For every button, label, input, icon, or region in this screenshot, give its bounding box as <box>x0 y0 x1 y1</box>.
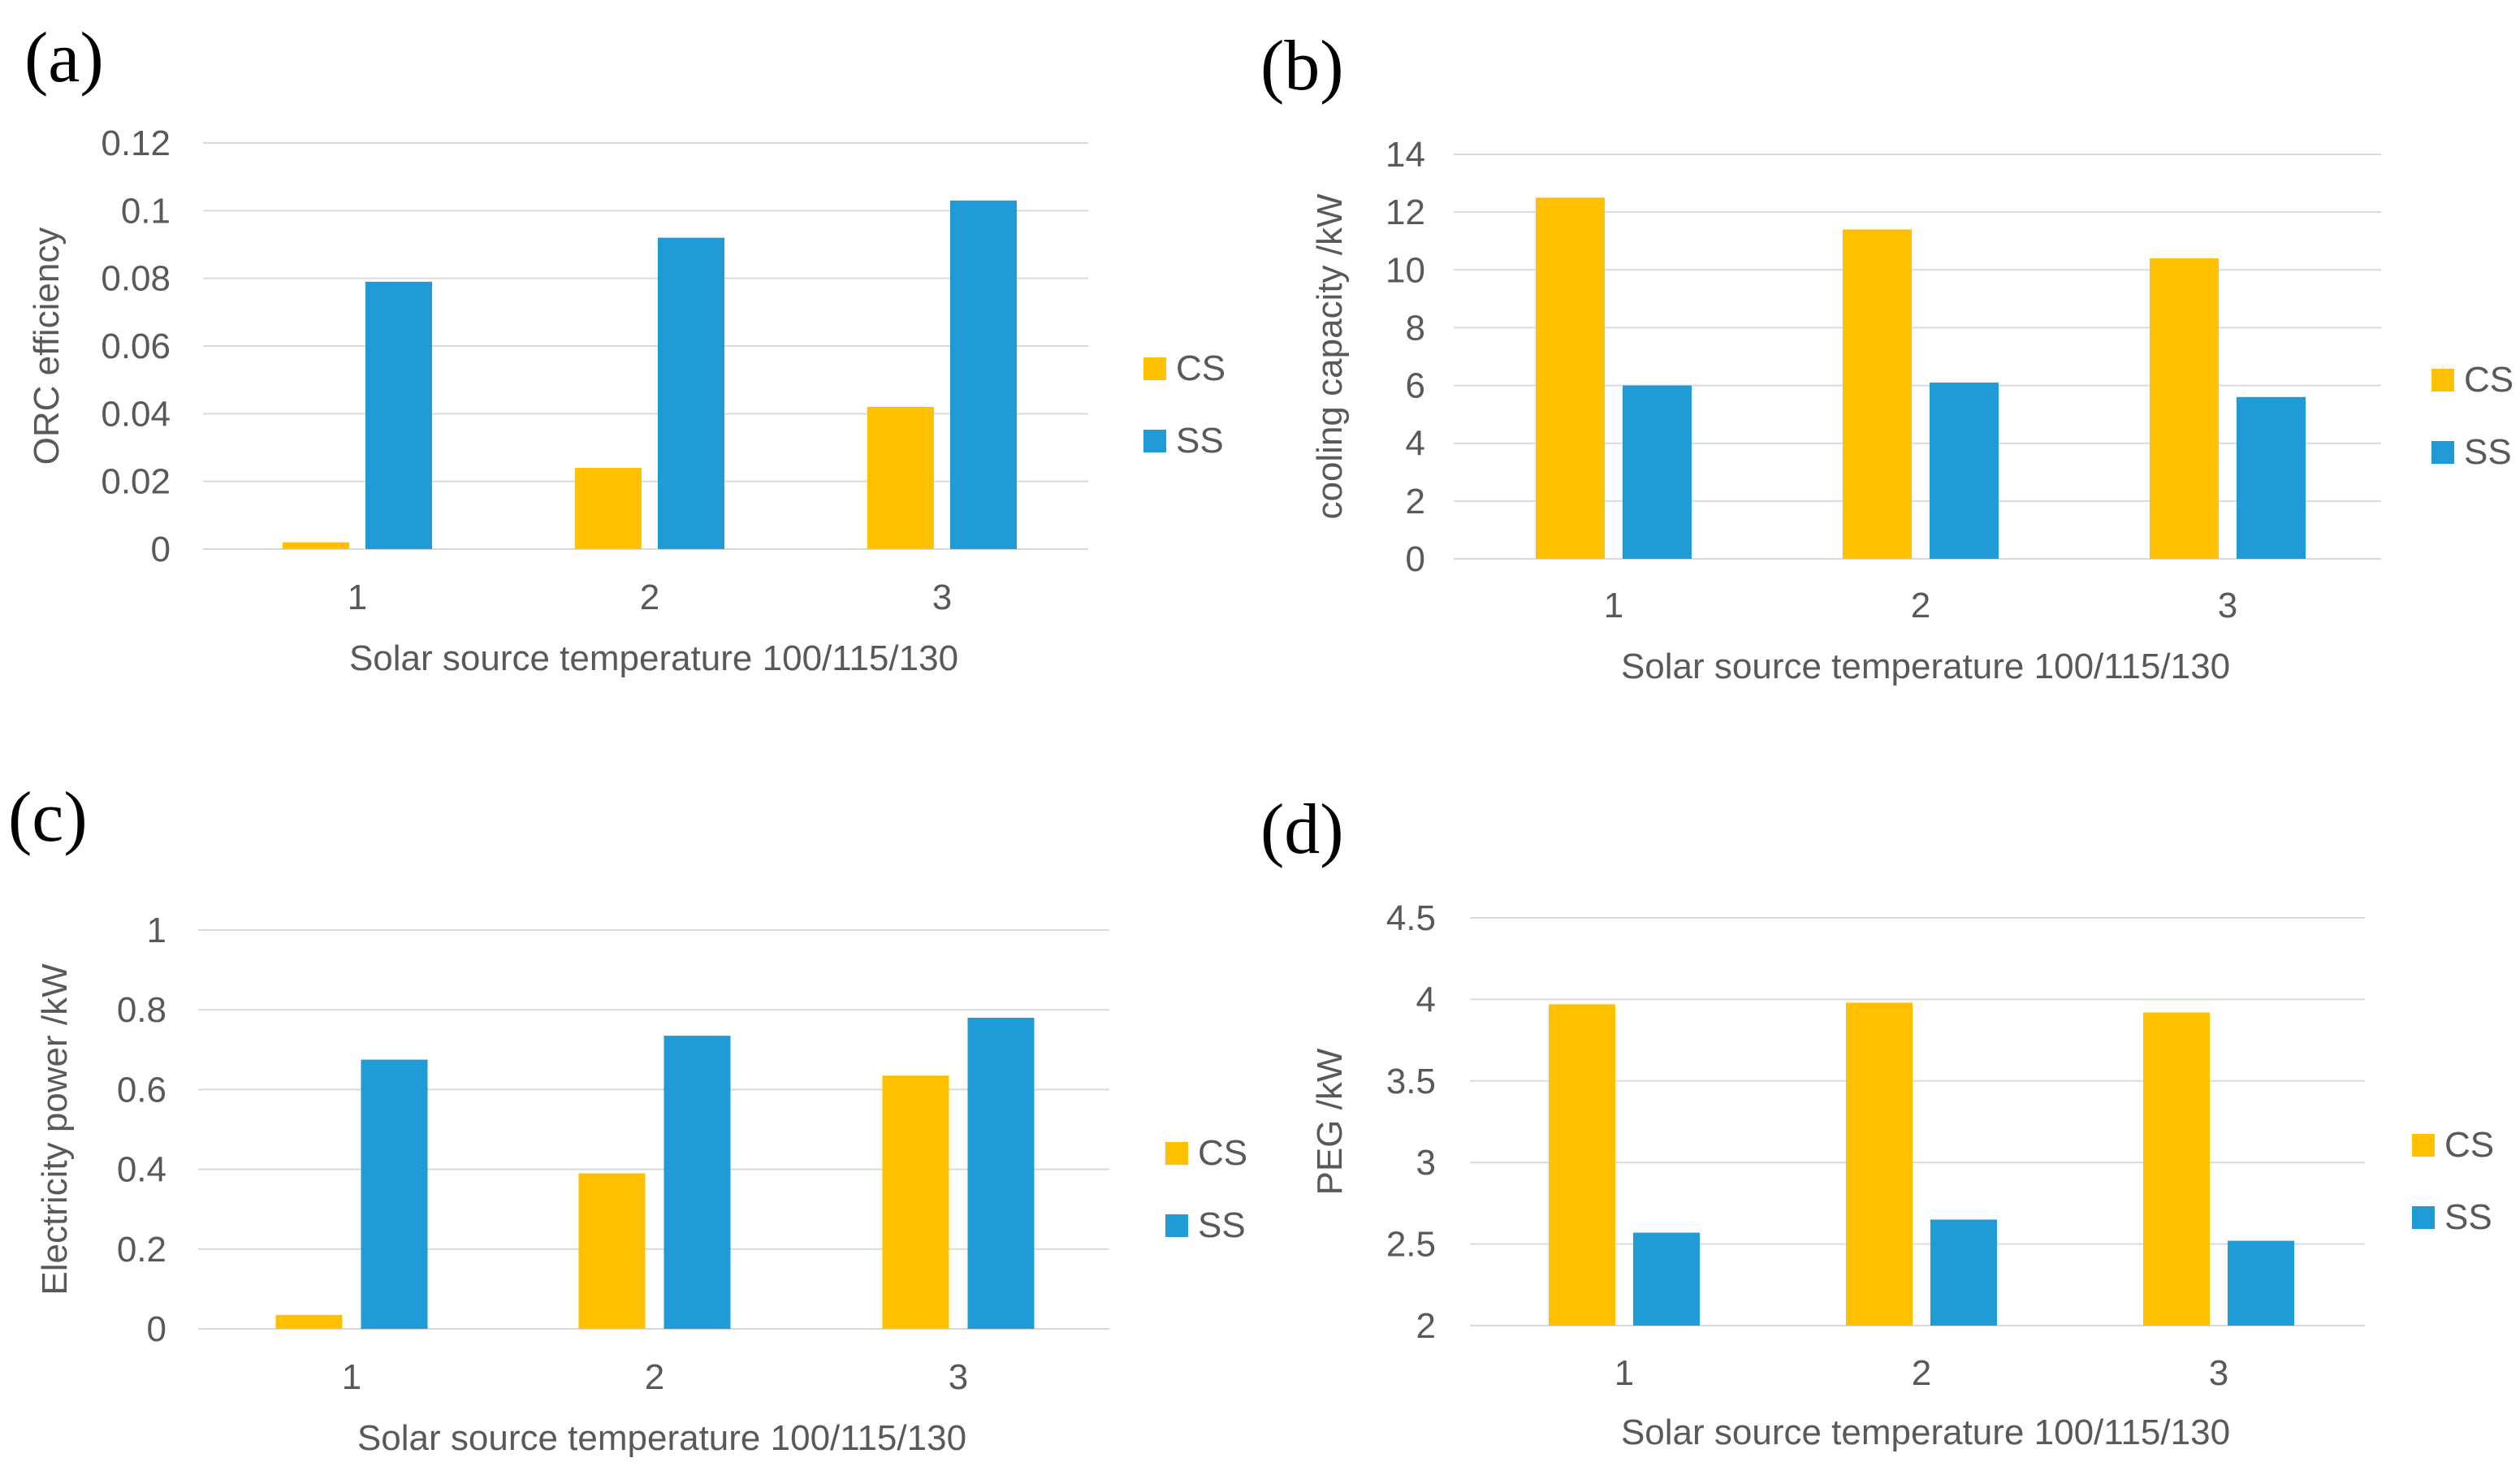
bar-cs-1 <box>1536 197 1605 559</box>
bar-ss-2 <box>663 1036 731 1329</box>
legend-swatch-cs <box>2431 369 2454 392</box>
x-tick-label: 2 <box>1911 586 1930 625</box>
y-tick-label: 1 <box>147 911 166 950</box>
legend-label-cs: CS <box>2444 1125 2494 1165</box>
bar-ss-2 <box>1930 383 1999 559</box>
bar-cs-2 <box>575 468 642 549</box>
bar-cs-3 <box>882 1075 949 1329</box>
x-tick-label: 3 <box>2218 586 2237 625</box>
bar-cs-2 <box>1846 1002 1913 1326</box>
bar-cs-1 <box>283 542 349 549</box>
legend-swatch-ss <box>2431 441 2454 464</box>
legend-label-cs: CS <box>1198 1133 1247 1173</box>
bar-ss-1 <box>365 281 432 549</box>
bar-cs-2 <box>1843 229 1912 559</box>
y-tick-label: 14 <box>1385 135 1425 175</box>
x-tick-label: 2 <box>1912 1353 1931 1393</box>
y-tick-label: 0.02 <box>101 462 171 502</box>
bar-cs-1 <box>1549 1004 1615 1326</box>
y-tick-label: 4 <box>1406 424 1425 464</box>
y-tick-label: 0.6 <box>117 1070 166 1110</box>
panel-label: (c) <box>8 778 88 857</box>
y-axis-title: PEG /kW <box>1310 1048 1350 1195</box>
bar-ss-3 <box>2228 1240 2294 1326</box>
x-tick-label: 3 <box>2209 1353 2228 1393</box>
y-axis-title: ORC efficiency <box>27 227 67 465</box>
y-tick-label: 0.8 <box>117 990 166 1030</box>
y-tick-label: 0 <box>1406 539 1425 579</box>
x-axis-title: Solar source temperature 100/115/130 <box>1621 647 2230 686</box>
panel-label: (b) <box>1260 27 1344 106</box>
x-tick-label: 3 <box>932 578 952 617</box>
x-tick-label: 1 <box>348 578 367 617</box>
bar-ss-2 <box>658 237 724 549</box>
x-tick-label: 1 <box>1614 1353 1634 1393</box>
legend-label-cs: CS <box>2464 360 2514 400</box>
y-tick-label: 4 <box>1416 980 1436 1019</box>
bar-cs-3 <box>2143 1012 2210 1326</box>
y-tick-label: 8 <box>1406 308 1425 348</box>
y-tick-label: 2 <box>1416 1306 1436 1346</box>
legend-label-ss: SS <box>2464 432 2512 472</box>
bar-ss-3 <box>2237 396 2306 559</box>
legend-label-ss: SS <box>2444 1197 2492 1237</box>
x-tick-label: 2 <box>645 1357 664 1397</box>
y-tick-label: 0.4 <box>117 1150 166 1190</box>
chart-panel-c: (c) 0 0.2 0.4 0.6 0.8 1 1 2 3 Solar source tempera… <box>8 778 1247 1458</box>
y-axis-title: Electricity power /kW <box>35 963 75 1296</box>
y-tick-label: 0.12 <box>101 123 171 163</box>
legend-swatch-ss <box>1165 1214 1188 1237</box>
chart-panel-a: (a) 0 0.02 0.04 0.06 0.08 0.1 0.12 1 2 3 Solar sour… <box>24 19 1225 678</box>
panel-label: (d) <box>1260 790 1344 869</box>
y-tick-label: 0.2 <box>117 1230 166 1270</box>
x-axis-title: Solar source temperature 100/115/130 <box>349 638 958 678</box>
bar-ss-3 <box>967 1018 1035 1329</box>
legend-swatch-ss <box>2412 1206 2435 1229</box>
y-tick-label: 12 <box>1385 193 1425 232</box>
y-tick-label: 0.04 <box>101 394 171 434</box>
bar-cs-1 <box>275 1314 343 1329</box>
legend-label-ss: SS <box>1176 421 1224 461</box>
bar-ss-1 <box>1623 385 1692 559</box>
x-axis-title: Solar source temperature 100/115/130 <box>357 1418 966 1458</box>
chart-panel-d: (d) 2 2.5 3 3.5 4 4.5 1 2 3 Solar source temperatu… <box>1260 790 2494 1452</box>
y-tick-label: 2.5 <box>1386 1225 1436 1265</box>
y-tick-label: 6 <box>1406 366 1425 406</box>
legend-label-cs: CS <box>1176 348 1225 388</box>
y-tick-label: 0 <box>151 530 171 569</box>
y-tick-label: 3 <box>1416 1143 1436 1183</box>
x-axis-title: Solar source temperature 100/115/130 <box>1621 1413 2230 1452</box>
bar-ss-1 <box>361 1059 428 1329</box>
bar-cs-3 <box>867 407 934 549</box>
bar-ss-3 <box>950 200 1017 550</box>
y-tick-label: 2 <box>1406 482 1425 521</box>
y-tick-label: 0.08 <box>101 259 171 299</box>
y-tick-label: 0.06 <box>101 327 171 366</box>
bar-ss-2 <box>1930 1219 1997 1326</box>
bar-cs-2 <box>578 1173 646 1329</box>
y-tick-label: 4.5 <box>1386 898 1436 938</box>
legend-swatch-cs <box>1143 357 1166 380</box>
x-tick-label: 3 <box>949 1357 968 1397</box>
x-tick-label: 1 <box>1604 586 1623 625</box>
bar-cs-3 <box>2150 258 2219 559</box>
panel-label: (a) <box>24 19 104 97</box>
legend-swatch-cs <box>2412 1134 2435 1157</box>
bar-ss-1 <box>1633 1232 1700 1326</box>
y-axis-title: cooling capacity /kW <box>1310 193 1350 520</box>
y-tick-label: 0.1 <box>121 191 171 231</box>
x-tick-label: 1 <box>342 1357 361 1397</box>
legend-swatch-ss <box>1143 430 1166 452</box>
y-tick-label: 0 <box>147 1309 166 1349</box>
x-tick-label: 2 <box>640 578 659 617</box>
legend-swatch-cs <box>1165 1142 1188 1165</box>
legend-label-ss: SS <box>1198 1205 1246 1245</box>
y-tick-label: 3.5 <box>1386 1062 1436 1101</box>
y-tick-label: 10 <box>1385 250 1425 290</box>
